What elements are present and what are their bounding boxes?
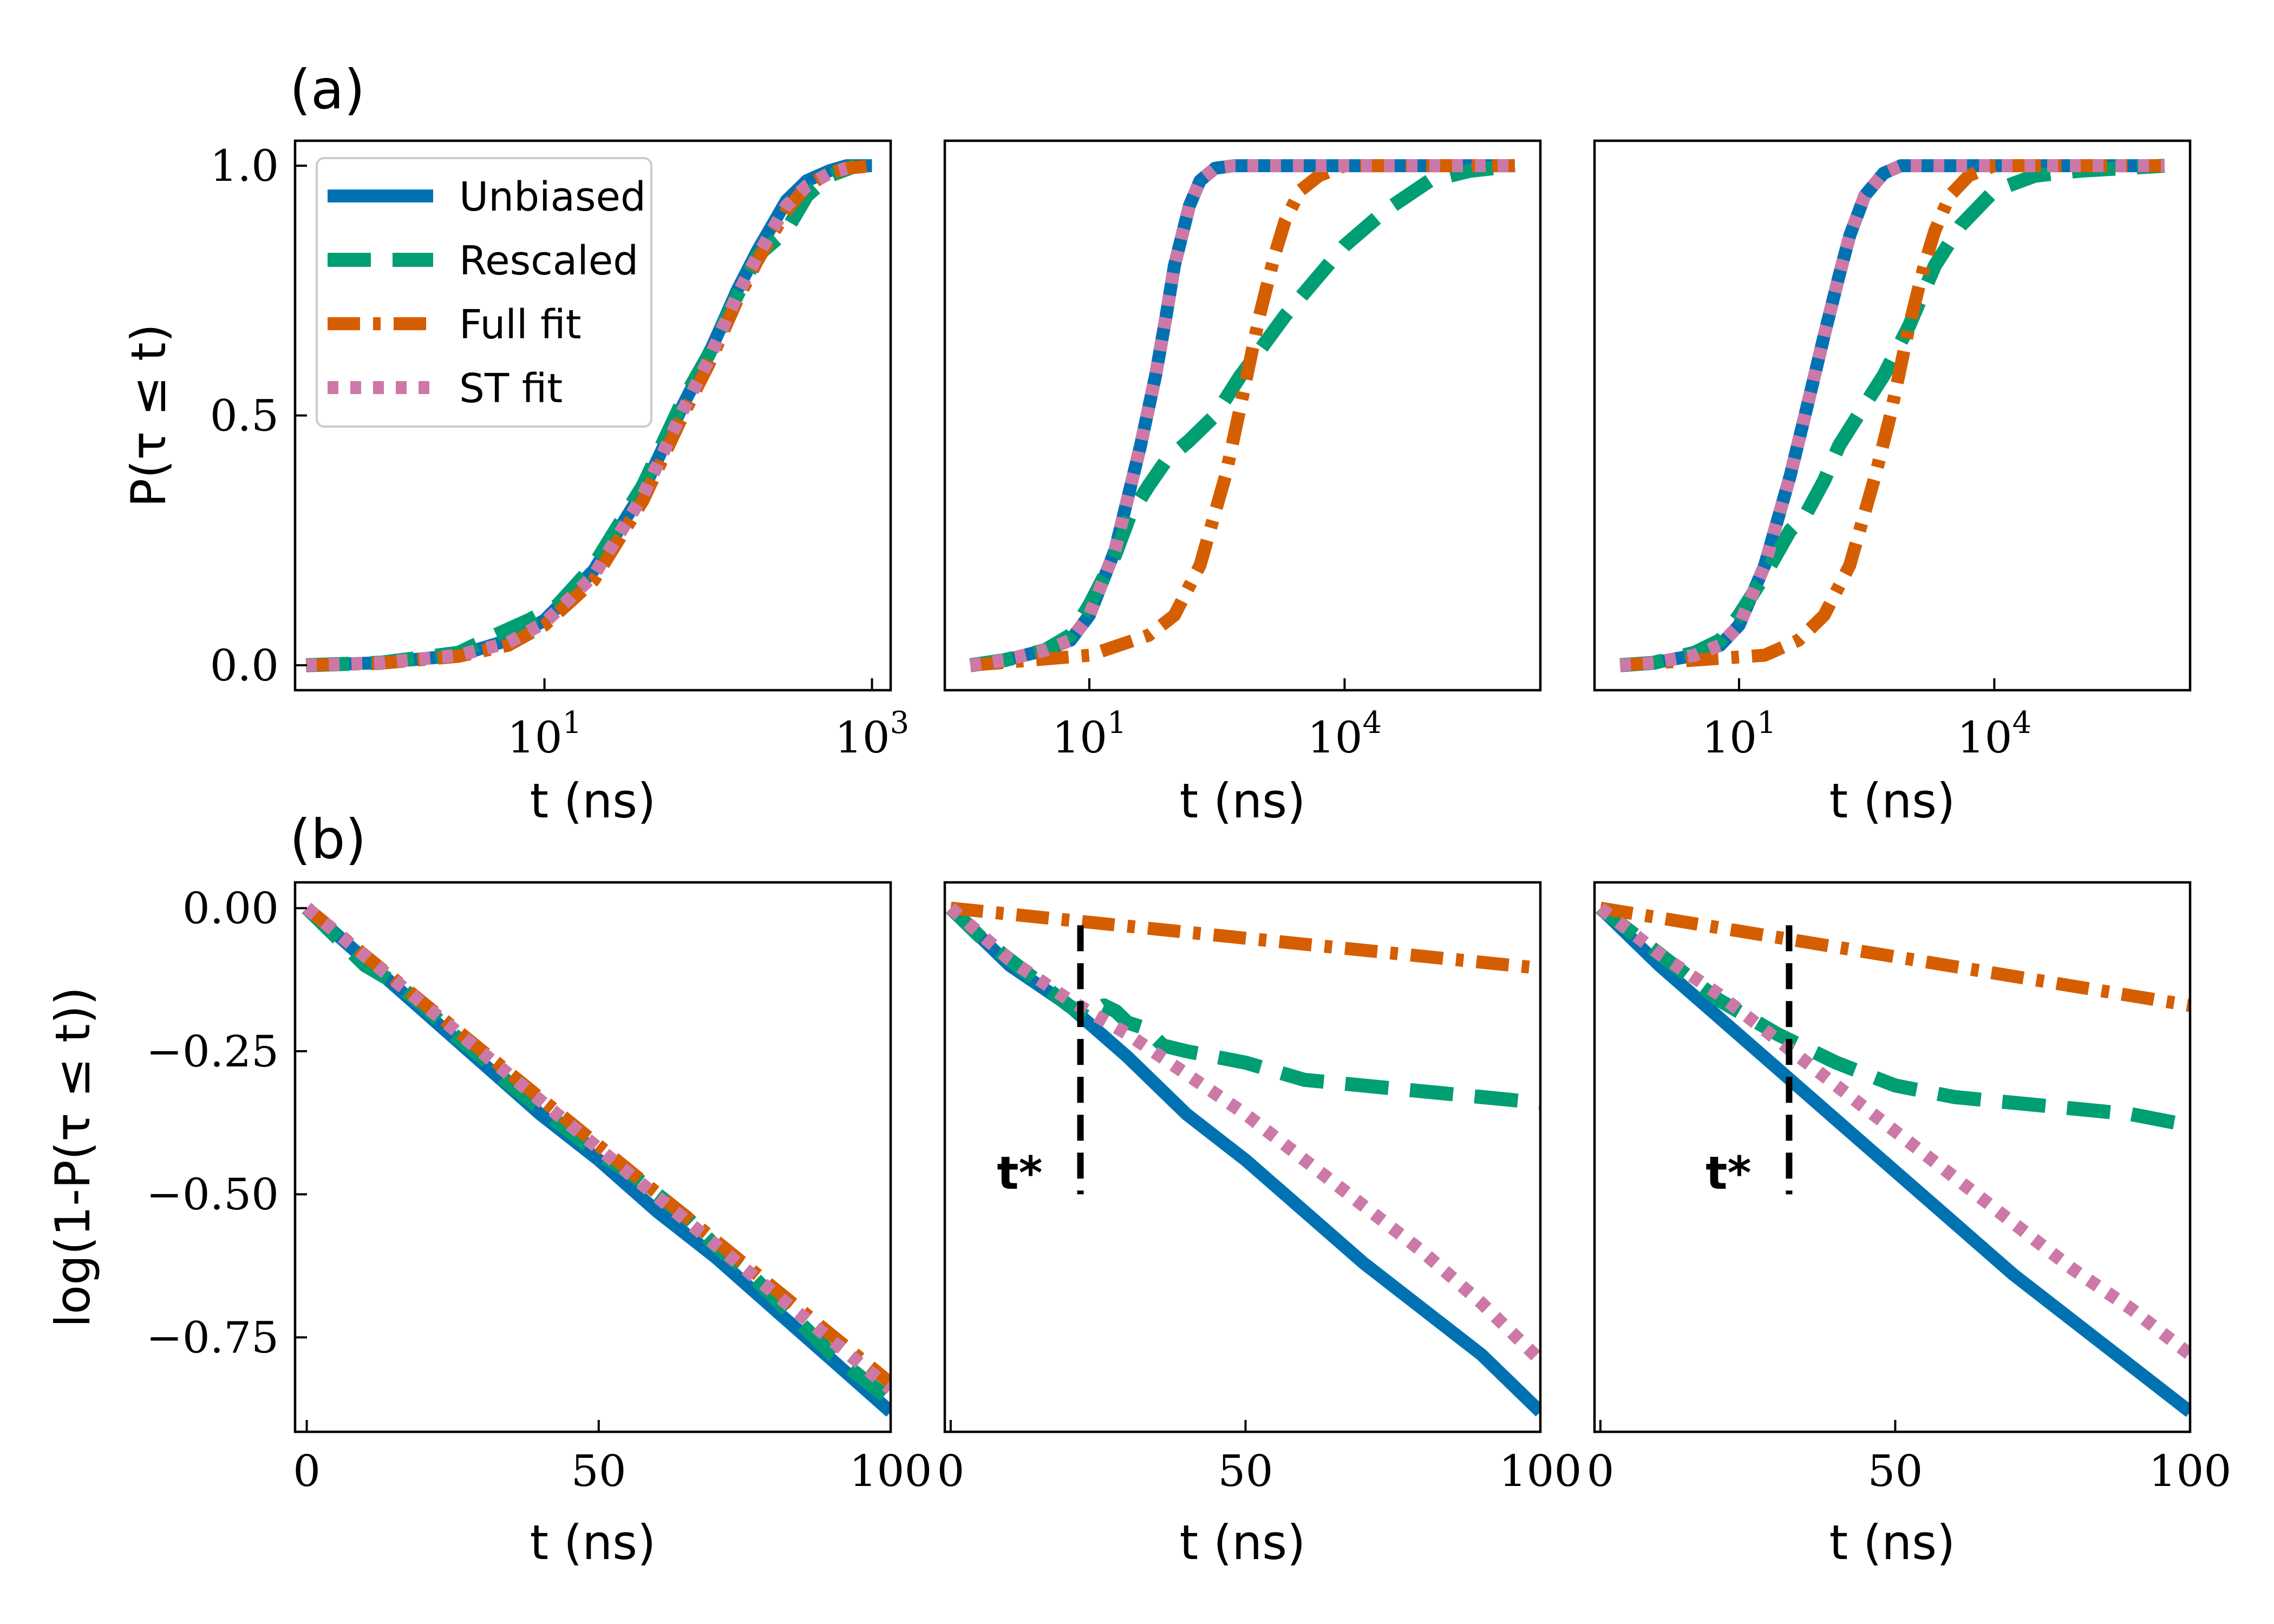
- x-tick-label: 100: [1499, 1446, 1582, 1496]
- x-axis-label: t (ns): [1829, 773, 1956, 829]
- series-rescaled-line: [969, 159, 1516, 672]
- legend-label-unbiased: Unbiased: [459, 174, 646, 220]
- x-tick-label: 0: [937, 1446, 964, 1496]
- panel-b2: t* 0 50 100 t (ns): [937, 881, 1582, 1570]
- series-st-line: [305, 162, 849, 672]
- y-axis-label: P(τ ≤ t): [121, 324, 177, 507]
- y-tick-label: 0.0: [210, 640, 279, 691]
- panel-a1: 101 103 0.0 0.5 1.0 t (ns) P(τ ≤ t): [121, 139, 909, 829]
- x-tick-label: 101: [507, 705, 581, 763]
- series-full-line: [970, 159, 1515, 672]
- series-st-line: [969, 159, 1515, 672]
- tstar-label: t*: [997, 1147, 1042, 1200]
- x-tick-label: 100: [850, 1446, 932, 1496]
- series-st-line: [1596, 903, 2190, 1360]
- y-tick-label: 0.5: [210, 391, 279, 441]
- series-unbiased-line: [946, 903, 1540, 1417]
- y-tick-label: 1.0: [210, 141, 279, 191]
- series-rescaled-line: [1619, 159, 2165, 672]
- plot-area: [945, 901, 1540, 1417]
- plot-area: [305, 159, 873, 672]
- series-rescaled-line: [1596, 902, 2190, 1133]
- series-full-line: [1619, 159, 2165, 672]
- panel-b1: 0 50 100 0.00 −0.25 −0.50 −0.75 t (ns) log(1-P(τ…: [45, 881, 932, 1570]
- x-axis-label: t (ns): [1829, 1515, 1956, 1570]
- x-axis-label: t (ns): [530, 773, 656, 829]
- panel-b3: t* 0 50 100 t (ns): [1586, 881, 2232, 1570]
- y-tick-label: −0.75: [146, 1313, 279, 1363]
- plot-area: [1619, 159, 2165, 672]
- x-tick-label: 50: [1218, 1446, 1273, 1496]
- panel-label-a: (a): [290, 58, 365, 121]
- y-tick-label: 0.00: [182, 883, 279, 934]
- axes-frame: [1593, 139, 2192, 692]
- x-tick-label: 50: [1868, 1446, 1923, 1496]
- y-tick-label: −0.25: [146, 1026, 279, 1077]
- series-unbiased-line: [1596, 903, 2190, 1417]
- legend-label-full: Full fit: [459, 302, 581, 348]
- y-axis-label: log(1-P(τ ≤ t)): [45, 987, 101, 1327]
- x-tick-label: 50: [571, 1446, 626, 1496]
- plot-area: [1596, 901, 2190, 1417]
- plot-area: [302, 903, 891, 1417]
- x-tick-label: 0: [1586, 1446, 1614, 1496]
- x-axis-label: t (ns): [530, 1515, 656, 1570]
- series-full-line: [305, 159, 873, 672]
- x-axis-label: t (ns): [1180, 1515, 1306, 1570]
- x-axis-label: t (ns): [1180, 773, 1306, 829]
- axes-frame: [943, 139, 1542, 692]
- legend: Unbiased Rescaled Full fit ST fit: [316, 157, 652, 428]
- x-tick-label: 104: [1957, 705, 2031, 763]
- legend-label-st: ST fit: [459, 365, 563, 412]
- plot-area: [969, 159, 1516, 672]
- series-full-line: [950, 901, 1540, 975]
- legend-box: [316, 157, 652, 428]
- x-tick-label: 100: [2149, 1446, 2232, 1496]
- y-tick-label: −0.50: [146, 1169, 279, 1220]
- series-st-line: [1619, 159, 2165, 672]
- x-tick-label: 101: [1702, 705, 1776, 763]
- legend-label-rescaled: Rescaled: [459, 238, 638, 284]
- series-full-line: [303, 903, 891, 1389]
- tstar-label: t*: [1706, 1147, 1751, 1200]
- panel-label-b: (b): [290, 808, 367, 871]
- series-rescaled-line: [945, 903, 1540, 1110]
- x-tick-label: 101: [1052, 705, 1126, 763]
- axes-frame: [943, 881, 1542, 1433]
- x-tick-label: 0: [293, 1446, 321, 1496]
- axes-frame: [1593, 881, 2192, 1433]
- axes-frame: [293, 881, 892, 1433]
- x-tick-label: 104: [1308, 705, 1382, 763]
- x-tick-label: 103: [835, 705, 909, 763]
